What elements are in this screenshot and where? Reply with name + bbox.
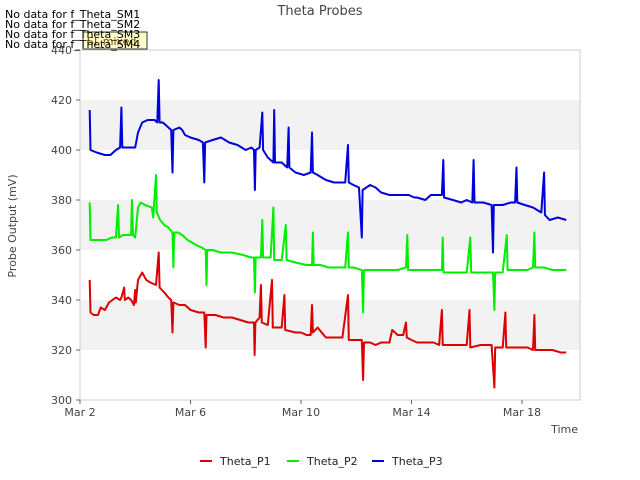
plot-frame xyxy=(79,49,581,401)
legend-label: Theta_P3 xyxy=(391,455,443,468)
series-line-theta-p2 xyxy=(88,174,567,314)
annotation-box-label: SI_mixed xyxy=(87,35,136,48)
y-axis-ticks: 300 320 340 360 380 400 420 440 xyxy=(51,44,80,407)
x-tick-label: Mar 6 xyxy=(175,406,206,419)
chart-title: Theta Probes xyxy=(276,4,362,19)
no-data-message: No data for f_Theta_SM4 xyxy=(5,38,140,51)
x-tick-label: Mar 10 xyxy=(282,406,320,419)
y-tick-label: 400 xyxy=(51,144,72,157)
no-data-messages: No data for f_Theta_SM1 No data for f_Th… xyxy=(5,8,140,51)
y-tick-label: 320 xyxy=(51,344,72,357)
y-tick-label: 340 xyxy=(51,294,72,307)
x-axis-ticks: Mar 2 Mar 6 Mar 10 Mar 14 Mar 18 xyxy=(64,400,541,419)
plot-background-bands xyxy=(80,50,580,400)
series-line-theta-p3 xyxy=(88,79,567,254)
y-tick-label: 420 xyxy=(51,94,72,107)
annotation-box: SI_mixed xyxy=(82,31,148,50)
grid-band xyxy=(80,300,580,350)
y-tick-label: 440 xyxy=(51,44,72,57)
x-axis-label: Time xyxy=(550,423,578,436)
x-tick-label: Mar 14 xyxy=(392,406,430,419)
legend: Theta_P1 Theta_P2 Theta_P3 xyxy=(200,455,443,468)
y-axis-label: Probe Output (mV) xyxy=(6,174,19,277)
no-data-message: No data for f_Theta_SM2 xyxy=(5,18,140,31)
grid-band xyxy=(80,100,580,150)
y-tick-label: 360 xyxy=(51,244,72,257)
x-tick-label: Mar 18 xyxy=(503,406,541,419)
y-tick-label: 300 xyxy=(51,394,72,407)
x-tick-label: Mar 2 xyxy=(64,406,95,419)
y-tick-label: 380 xyxy=(51,194,72,207)
legend-label: Theta_P2 xyxy=(306,455,358,468)
series-layer xyxy=(88,79,567,389)
legend-label: Theta_P1 xyxy=(219,455,271,468)
series-line-theta-p1 xyxy=(88,251,567,389)
no-data-message: No data for f_Theta_SM3 xyxy=(5,28,140,41)
no-data-message: No data for f_Theta_SM1 xyxy=(5,8,140,21)
